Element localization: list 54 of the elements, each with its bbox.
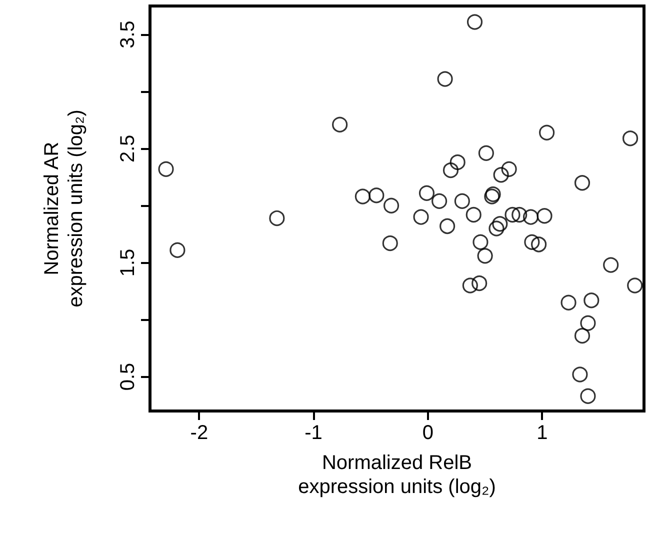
point [478,145,494,161]
y-axis-title: Normalized AR expression units (log₂) [41,110,87,308]
point [574,328,590,344]
point [580,315,596,331]
point [383,198,400,214]
point [454,193,470,209]
y-tick-label: 3.5 [117,20,139,48]
point [512,206,528,223]
point [584,292,600,308]
point [560,294,576,310]
y-tick-label: 2.5 [117,134,139,163]
point [462,278,478,294]
point [472,275,488,292]
point [574,175,590,191]
x-tick-label: 1 [536,422,548,444]
point [524,234,540,250]
point [536,208,552,224]
point [170,242,186,258]
x-tick-label: -2 [190,422,208,444]
point [158,161,174,177]
x-tick-label: 0 [422,422,434,444]
point [504,206,520,223]
point [382,236,398,252]
point [432,193,448,209]
x-tick-label: -1 [304,422,322,444]
y-tick-label: 0.5 [117,362,139,391]
point [539,124,555,140]
point [440,218,456,234]
point [413,209,429,225]
point [477,248,493,264]
point [531,236,547,252]
point [466,206,482,223]
point [472,234,488,250]
point [572,366,588,382]
point [627,278,643,294]
point [354,188,370,204]
x-axis-title: Normalized RelB expression units (log₂) [298,452,496,498]
point [501,161,517,177]
point [603,257,619,273]
point [523,209,539,225]
point [269,210,285,226]
point [493,167,509,183]
point [488,220,504,236]
point [622,130,638,146]
point [450,154,466,170]
point [368,188,384,204]
point [442,162,459,178]
point [332,116,348,132]
point [418,185,435,201]
y-tick-label: 1.5 [117,248,139,277]
point [492,216,508,232]
point [580,388,596,404]
point [466,14,483,30]
point [437,71,453,87]
